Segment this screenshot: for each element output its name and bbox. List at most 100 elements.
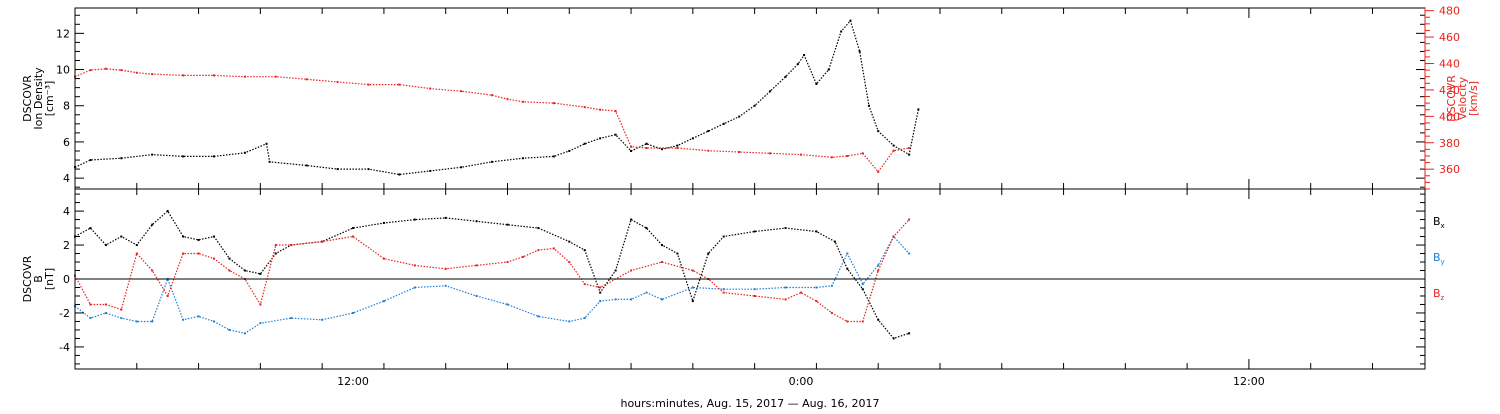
data-point (413, 264, 416, 267)
data-point (120, 69, 123, 72)
data-point (784, 298, 787, 301)
data-point (521, 157, 524, 160)
data-point (521, 255, 524, 258)
data-point (213, 235, 216, 238)
data-point (892, 144, 895, 147)
left-tick-label: 12 (56, 27, 70, 40)
data-point (722, 288, 725, 291)
x-tick-label: 12:00 (337, 375, 369, 388)
data-point (305, 78, 308, 81)
left-tick-label: 8 (63, 100, 70, 113)
data-point (691, 286, 694, 289)
data-point (506, 303, 509, 306)
data-point (849, 19, 852, 22)
data-point (367, 83, 370, 86)
legend-entry-Bx: Bx (1433, 215, 1445, 230)
data-point (460, 90, 463, 93)
data-point (382, 257, 385, 260)
data-point (599, 137, 602, 140)
data-point (630, 218, 633, 221)
legend-entry-By: By (1433, 251, 1445, 266)
data-point (475, 294, 478, 297)
data-point (691, 137, 694, 140)
right-axis-title-line: Velocity (1456, 76, 1469, 120)
data-point (908, 218, 911, 221)
data-point (917, 108, 920, 111)
data-point (259, 272, 262, 275)
data-point (630, 149, 633, 152)
data-point (537, 227, 540, 230)
data-point (475, 220, 478, 223)
data-point (892, 337, 895, 340)
data-point (753, 230, 756, 233)
data-point (135, 244, 138, 247)
data-point (707, 149, 710, 152)
right-tick-label: 360 (1439, 163, 1460, 176)
data-point (182, 74, 185, 77)
data-point (784, 286, 787, 289)
data-point (660, 298, 663, 301)
data-point (738, 115, 741, 118)
data-point (104, 303, 107, 306)
data-point (151, 223, 154, 226)
data-point (583, 142, 586, 145)
data-point (660, 244, 663, 247)
data-point (552, 102, 555, 105)
series-velocity (74, 67, 911, 173)
data-point (796, 63, 799, 66)
data-point (460, 166, 463, 169)
data-point (877, 130, 880, 133)
data-point (753, 104, 756, 107)
data-point (799, 153, 802, 156)
data-point (583, 249, 586, 252)
panel-frame-plasma (74, 7, 1426, 190)
data-point (259, 322, 262, 325)
data-point (104, 67, 107, 70)
data-point (568, 240, 571, 243)
data-point (521, 100, 524, 103)
left-tick-label: 10 (56, 64, 70, 77)
data-point (213, 155, 216, 158)
left-axis-title-line: B (32, 275, 45, 283)
data-point (213, 257, 216, 260)
data-point (861, 320, 864, 323)
data-point (197, 315, 200, 318)
data-point (833, 240, 836, 243)
data-point (861, 152, 864, 155)
data-point (861, 288, 864, 291)
right-tick-label: 480 (1439, 5, 1460, 18)
x-tick-label: 0:00 (789, 375, 814, 388)
data-point (599, 108, 602, 111)
data-point (877, 170, 880, 173)
data-point (753, 288, 756, 291)
right-tick-label: 460 (1439, 31, 1460, 44)
data-point (151, 153, 154, 156)
data-point (120, 308, 123, 311)
data-point (444, 267, 447, 270)
data-point (568, 149, 571, 152)
data-point (892, 235, 895, 238)
data-point (861, 283, 864, 286)
left-tick-label: 0 (63, 273, 70, 286)
data-point (840, 30, 843, 33)
data-point (599, 291, 602, 294)
left-axis-title-line: Ion Density (32, 67, 45, 130)
data-point (830, 156, 833, 159)
data-point (614, 133, 617, 136)
data-point (398, 83, 401, 86)
left-axis-title-line: [cm⁻³] (43, 81, 56, 117)
data-point (722, 122, 725, 125)
data-point (815, 300, 818, 303)
data-point (877, 269, 880, 272)
data-point (274, 252, 277, 255)
data-point (444, 216, 447, 219)
right-tick-label: 380 (1439, 137, 1460, 150)
left-tick-label: 4 (63, 205, 70, 218)
data-point (660, 148, 663, 151)
data-point (151, 269, 154, 272)
data-point (197, 238, 200, 241)
data-point (645, 142, 648, 145)
data-point (475, 264, 478, 267)
data-point (827, 68, 830, 71)
